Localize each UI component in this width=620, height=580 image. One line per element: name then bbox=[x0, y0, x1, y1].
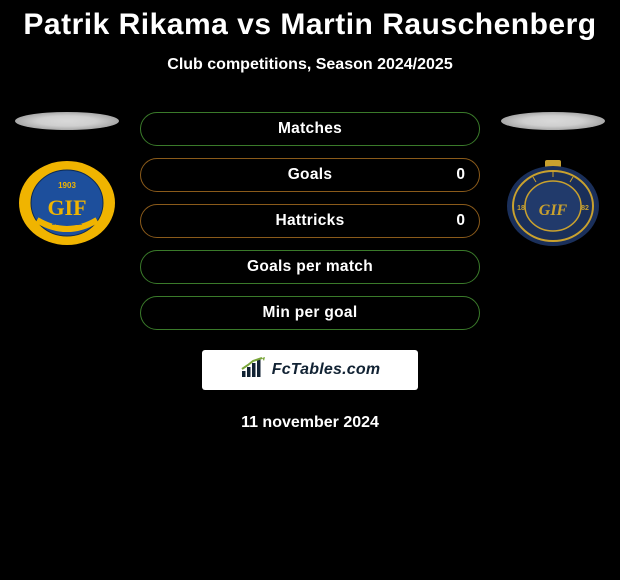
page-title: Patrik Rikama vs Martin Rauschenberg bbox=[0, 8, 620, 42]
player-right-column: GIF 18 82 bbox=[498, 112, 608, 246]
svg-text:1903: 1903 bbox=[58, 181, 76, 190]
player-left-column: 1903 GIF SUNDSVALL bbox=[12, 112, 122, 246]
stat-bar-right-value: 0 bbox=[456, 166, 465, 184]
stat-bar-right-value: 0 bbox=[456, 212, 465, 230]
stat-bar: Min per goal bbox=[140, 296, 480, 330]
svg-text:SUNDSVALL: SUNDSVALL bbox=[52, 221, 82, 227]
date-label: 11 november 2024 bbox=[0, 414, 620, 432]
player-shadow bbox=[15, 112, 119, 130]
brand-badge: FcTables.com bbox=[202, 350, 418, 390]
stat-bar: Matches bbox=[140, 112, 480, 146]
shield-icon: 1903 GIF SUNDSVALL bbox=[17, 160, 117, 246]
stat-bar: Goals per match bbox=[140, 250, 480, 284]
stat-bar-label: Min per goal bbox=[263, 304, 358, 322]
svg-text:82: 82 bbox=[581, 205, 589, 212]
stat-bars: Matches Goals 0 Hattricks 0 Goals per match Mi… bbox=[140, 112, 480, 330]
brand-text: FcTables.com bbox=[272, 361, 381, 379]
player-shadow bbox=[501, 112, 605, 130]
comparison-card: Patrik Rikama vs Martin Rauschenberg Clu… bbox=[0, 0, 620, 432]
svg-text:GIF: GIF bbox=[47, 195, 86, 220]
chart-icon bbox=[240, 357, 266, 384]
stat-bar: Hattricks 0 bbox=[140, 204, 480, 238]
stat-bar-label: Goals bbox=[288, 166, 333, 184]
subtitle: Club competitions, Season 2024/2025 bbox=[0, 56, 620, 74]
stat-bar-label: Hattricks bbox=[275, 212, 344, 230]
svg-text:GIF: GIF bbox=[539, 202, 568, 219]
svg-text:18: 18 bbox=[517, 205, 525, 212]
stat-bar: Goals 0 bbox=[140, 158, 480, 192]
club-crest-left: 1903 GIF SUNDSVALL bbox=[17, 160, 117, 246]
stat-bar-label: Matches bbox=[278, 120, 342, 138]
stat-bar-label: Goals per match bbox=[247, 258, 373, 276]
shield-icon: GIF 18 82 bbox=[503, 160, 603, 246]
compare-area: 1903 GIF SUNDSVALL MatchesGoals0Hattrick… bbox=[0, 112, 620, 330]
club-crest-right: GIF 18 82 bbox=[503, 160, 603, 246]
